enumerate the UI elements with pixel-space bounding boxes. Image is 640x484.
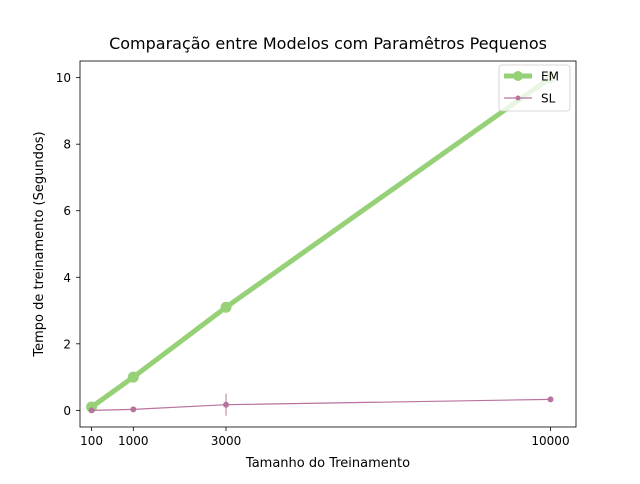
legend-box: [498, 64, 571, 112]
legend-swatch-marker: [513, 71, 523, 81]
y-tick-label: 2: [63, 337, 71, 351]
y-tick-label: 4: [63, 271, 71, 285]
chart-title: Comparação entre Modelos com Paramêtros …: [109, 34, 547, 53]
legend: EM SL: [498, 64, 571, 112]
series-layer: [86, 72, 557, 416]
y-tick-label: 8: [63, 138, 71, 152]
x-tick-label: 10000: [531, 434, 569, 448]
legend-label: EM: [541, 70, 559, 84]
data-point: [547, 396, 554, 403]
series-line-sl: [91, 398, 551, 411]
data-point: [130, 406, 137, 413]
data-point: [127, 371, 139, 383]
x-axis-label: Tamanho do Treinamento: [245, 456, 410, 471]
x-axis-ticks: 100 1000 3000 10000: [80, 427, 570, 448]
axes-frame: [79, 60, 577, 428]
y-tick-label: 10: [56, 71, 71, 85]
y-tick-label: 6: [63, 204, 71, 218]
y-axis-label: Tempo de treinamento (Segundos): [32, 131, 47, 357]
x-tick-label: 1000: [118, 434, 149, 448]
data-point: [88, 407, 95, 414]
series-em: [86, 72, 557, 413]
legend-label: SL: [541, 92, 556, 106]
series-sl: [88, 393, 554, 416]
data-point: [223, 401, 230, 408]
plot-frame: [79, 60, 577, 428]
y-tick-label: 0: [63, 404, 71, 418]
series-line-em: [90, 75, 552, 410]
legend-swatch-marker: [515, 95, 521, 101]
y-axis-ticks: 0 2 4 6 8 10: [56, 71, 80, 418]
x-tick-label: 100: [80, 434, 103, 448]
x-tick-label: 3000: [211, 434, 242, 448]
data-point: [220, 301, 232, 313]
